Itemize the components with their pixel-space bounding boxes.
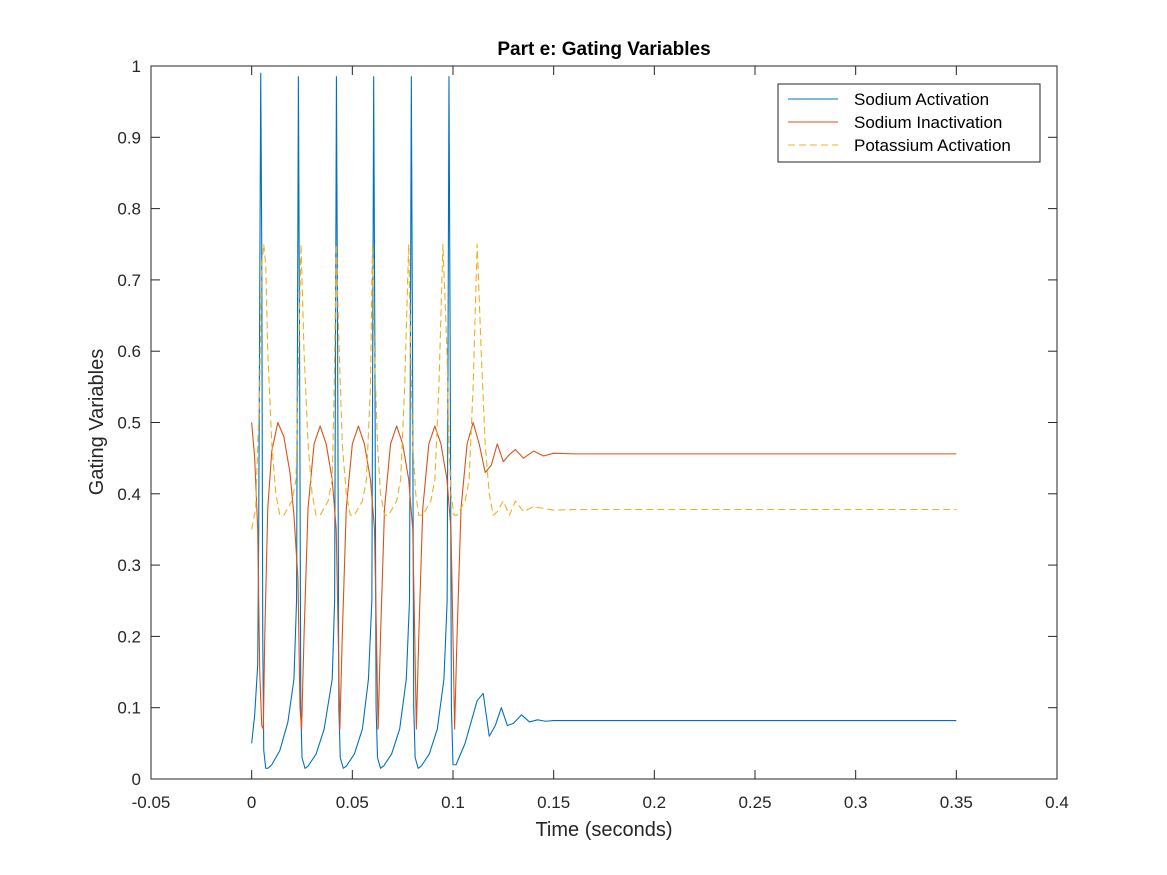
legend-label-potassium-activation: Potassium Activation: [854, 136, 1011, 155]
x-tick-label: 0.15: [537, 793, 570, 812]
y-tick-label: 0.5: [117, 414, 141, 433]
x-tick-label: 0.05: [336, 793, 369, 812]
y-tick-label: 0.2: [117, 627, 141, 646]
legend-label-sodium-activation: Sodium Activation: [854, 90, 989, 109]
x-tick-label: 0: [247, 793, 256, 812]
legend-box: [777, 83, 1041, 163]
series-line-sodium-inactivation: [251, 421, 957, 730]
x-tick-label: 0.2: [643, 793, 667, 812]
ticks-layer: -0.05 0 0.05 0.1 0.15 0.2 0.25 0.3 0.35 0.4 0 0.1 0.…: [117, 57, 1068, 812]
axes-box: [151, 66, 1057, 779]
y-tick-label: 0.3: [117, 556, 141, 575]
y-axis-label: Gating Variables: [86, 349, 108, 495]
x-tick-label: 0.25: [738, 793, 771, 812]
x-tick-label: 0.1: [441, 793, 465, 812]
axes-frame: [150, 65, 1058, 780]
plot-area: -0.05 0 0.05 0.1 0.15 0.2 0.25 0.3 0.35 0.4 0 0.1 0.…: [117, 57, 1068, 812]
y-tick-label: 0.6: [117, 342, 141, 361]
series-line-sodium-activation: [251, 72, 957, 769]
x-tick-label: -0.05: [132, 793, 171, 812]
y-tick-label: 0.7: [117, 271, 141, 290]
legend: Sodium Activation Sodium Inactivation Po…: [777, 83, 1041, 163]
x-tick-label: 0.3: [844, 793, 868, 812]
chart-title: Part e: Gating Variables: [497, 39, 710, 60]
series-line-potassium-activation: [251, 243, 957, 530]
x-tick-label: 0.35: [940, 793, 973, 812]
y-tick-label: 0.4: [117, 485, 141, 504]
y-tick-label: 0.1: [117, 699, 141, 718]
legend-label-sodium-inactivation: Sodium Inactivation: [854, 113, 1002, 132]
y-tick-label: 0.9: [117, 128, 141, 147]
y-tick-label: 1: [132, 57, 141, 76]
y-tick-label: 0.8: [117, 200, 141, 219]
x-axis-label: Time (seconds): [535, 819, 672, 841]
y-tick-label: 0: [132, 770, 141, 789]
series-layer: [251, 72, 957, 769]
x-tick-label: 0.4: [1045, 793, 1069, 812]
